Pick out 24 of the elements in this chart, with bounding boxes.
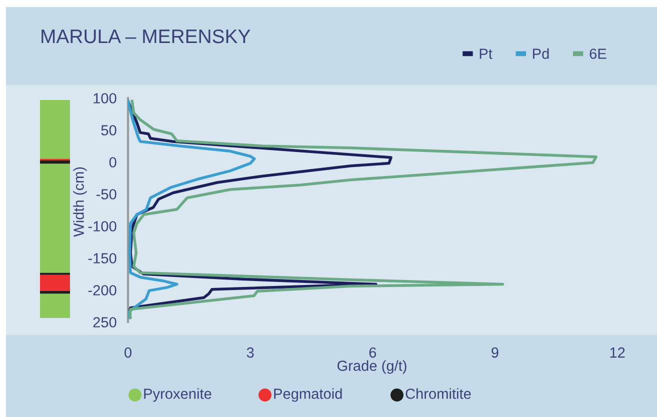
y-tick-label: -200 bbox=[88, 285, 116, 296]
legend-label: Pt bbox=[480, 48, 492, 59]
y-tick-label: -50 bbox=[96, 189, 116, 200]
y-axis-title: Width (cm) bbox=[73, 167, 87, 237]
y-tick-label: 50 bbox=[101, 125, 116, 136]
x-tick-label: 9 bbox=[492, 347, 498, 358]
y-tick-label: -100 bbox=[88, 221, 116, 232]
y-tick-label: 100 bbox=[94, 93, 116, 104]
y-tick-label: -150 bbox=[88, 253, 116, 264]
legend-label: 6E bbox=[590, 48, 606, 59]
x-tick-label: 0 bbox=[124, 347, 132, 358]
y-tick-label: 0 bbox=[109, 157, 116, 168]
x-tick-label: 12 bbox=[610, 347, 625, 358]
text: Pegmatoid bbox=[274, 388, 342, 402]
x-tick-label: 6 bbox=[369, 347, 376, 358]
line-series bbox=[128, 100, 256, 319]
legend-label: Pd bbox=[533, 48, 549, 59]
x-axis-title: Grade (g/t) bbox=[337, 360, 406, 374]
x-tick-label: 3 bbox=[246, 347, 254, 358]
chart-title: MARULA – MERENSKY bbox=[42, 29, 250, 44]
line-series bbox=[128, 100, 598, 319]
text: Pyroxenite bbox=[144, 388, 212, 402]
text: Chromitite bbox=[406, 388, 471, 399]
y-tick-label: 250 bbox=[93, 317, 116, 328]
